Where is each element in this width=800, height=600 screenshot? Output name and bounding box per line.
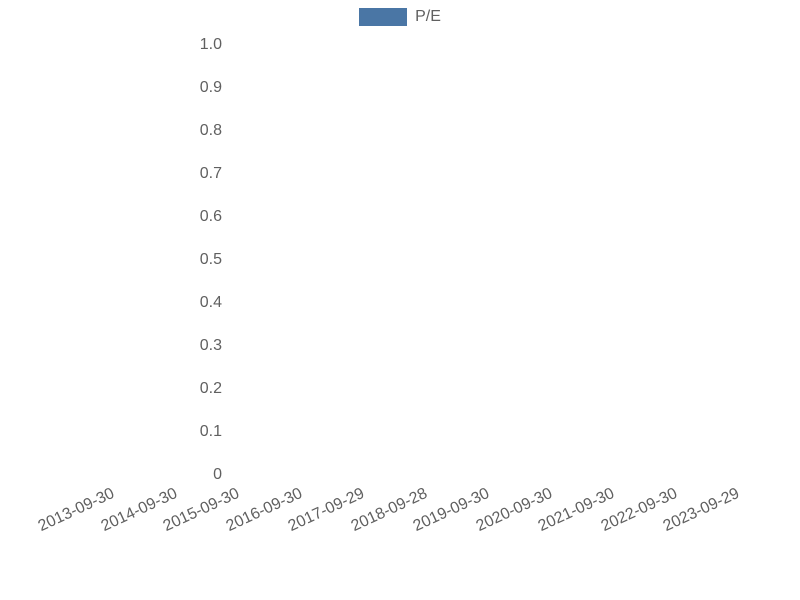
y-tick-label: 0.1 (200, 423, 222, 441)
y-tick-label: 0.4 (200, 294, 222, 312)
y-tick-label: 0.8 (200, 122, 222, 140)
y-tick-label: 0 (213, 466, 222, 484)
legend-swatch (359, 8, 407, 26)
y-tick-label: 0.7 (200, 165, 222, 183)
pe-chart: P/E 00.10.20.30.40.50.60.70.80.91.0 2013… (0, 0, 800, 600)
y-tick-label: 0.3 (200, 337, 222, 355)
y-tick-label: 0.2 (200, 380, 222, 398)
legend-label: P/E (415, 8, 441, 26)
y-tick-label: 0.5 (200, 251, 222, 269)
y-tick-label: 0.6 (200, 208, 222, 226)
legend: P/E (0, 8, 800, 26)
y-tick-label: 1.0 (200, 36, 222, 54)
plot-area (230, 45, 760, 475)
y-tick-label: 0.9 (200, 79, 222, 97)
